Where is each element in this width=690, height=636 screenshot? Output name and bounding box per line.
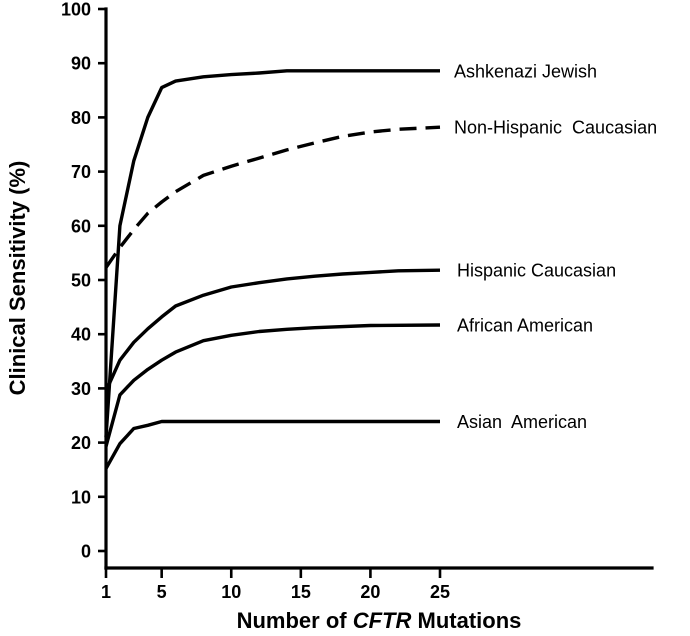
x-tick-label-25: 25 <box>430 582 450 602</box>
y-tick-label-50: 50 <box>71 271 91 291</box>
x-tick-label-20: 20 <box>360 582 380 602</box>
y-tick-label-80: 80 <box>71 108 91 128</box>
series-line-asian-american <box>104 419 440 470</box>
x-tick-label-1: 1 <box>101 582 111 602</box>
series-label-ashkenazi-jewish: Ashkenazi Jewish <box>454 61 597 81</box>
series-line-hispanic-caucasian <box>104 268 441 392</box>
y-tick-label-90: 90 <box>71 54 91 74</box>
y-tick-label-60: 60 <box>71 216 91 236</box>
x-tick-label-15: 15 <box>291 582 311 602</box>
x-axis-title: Number of CFTR Mutations <box>237 608 522 633</box>
y-tick-label-20: 20 <box>71 433 91 453</box>
y-tick-label-100: 100 <box>61 0 91 20</box>
series-label-non-hispanic-caucasian: Non-Hispanic Caucasian <box>454 118 657 138</box>
series-labels: Ashkenazi Jewish Non-Hispanic Caucasian Hi… <box>454 61 657 432</box>
y-tick-label-10: 10 <box>71 487 91 507</box>
y-tick-label-70: 70 <box>71 162 91 182</box>
y-axis-title: Clinical Sensitivity (%) <box>5 161 30 396</box>
series-label-african-american: African American <box>457 315 593 335</box>
x-tick-label-10: 10 <box>221 582 241 602</box>
series-line-non-hispanic-caucasian <box>104 125 441 269</box>
y-tick-label-40: 40 <box>71 325 91 345</box>
series-line-ashkenazi-jewish <box>104 69 440 438</box>
series-label-asian-american: Asian American <box>457 412 587 432</box>
x-tick-label-5: 5 <box>157 582 167 602</box>
y-ticks: 0 10 20 30 40 50 60 70 80 90 100 <box>61 0 106 562</box>
y-tick-label-0: 0 <box>81 542 91 562</box>
x-ticks: 1 5 10 15 20 25 <box>101 568 450 602</box>
y-tick-label-30: 30 <box>71 379 91 399</box>
series-line-african-american <box>104 323 441 447</box>
series-label-hispanic-caucasian: Hispanic Caucasian <box>457 261 616 281</box>
plot-series <box>104 69 441 470</box>
